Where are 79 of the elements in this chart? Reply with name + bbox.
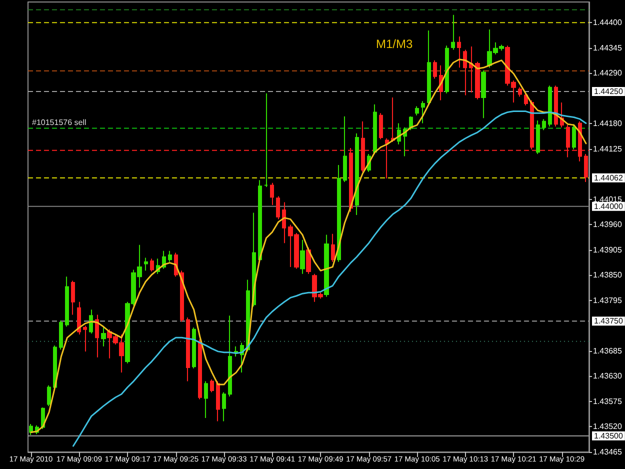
candlestick	[542, 118, 546, 131]
candlestick	[180, 270, 184, 322]
candlestick	[210, 378, 214, 393]
y-tick-label: 1.43465	[593, 448, 622, 456]
ref-line-label: #10151576 sell	[32, 118, 86, 127]
candlestick	[282, 202, 286, 244]
ref-line-label: 1.43500	[594, 431, 624, 440]
candlestick	[300, 239, 305, 274]
y-tick-label: 1.43575	[593, 396, 622, 406]
ref-line-label: 1.44000	[594, 202, 624, 211]
ref-line-label: 1.44062	[594, 173, 624, 182]
y-tick-label: 1.44180	[593, 119, 622, 128]
candlestick	[276, 196, 280, 220]
candlestick	[415, 106, 419, 116]
ref-line-label: 1.44250	[594, 87, 624, 96]
candlestick	[433, 60, 437, 80]
candlestick	[421, 100, 425, 124]
candlestick	[331, 233, 335, 262]
y-tick-label: 1.43960	[593, 220, 622, 230]
candlestick	[222, 392, 226, 422]
candlestick	[391, 97, 395, 143]
candlestick	[337, 164, 341, 262]
y-tick-label: 1.43685	[593, 346, 622, 356]
candlestick	[101, 326, 106, 347]
candlestick	[83, 325, 87, 352]
candlestick	[47, 384, 51, 407]
candlestick	[71, 280, 75, 316]
candlestick	[379, 112, 383, 140]
y-tick-label: 1.43850	[593, 270, 622, 280]
candlestick	[524, 92, 528, 106]
candlestick	[89, 309, 93, 334]
y-tick-label: 1.44125	[593, 144, 622, 154]
candlestick	[536, 120, 540, 154]
candlestick	[554, 85, 558, 127]
candlestick	[548, 85, 552, 127]
candlestick	[518, 86, 522, 98]
y-tick-label: 1.43630	[593, 372, 622, 381]
candlestick	[198, 339, 202, 400]
ref-line-label: 1.43750	[594, 316, 624, 326]
candlestick	[168, 250, 172, 262]
candlestick	[451, 14, 455, 50]
y-tick-label: 1.44400	[593, 18, 622, 28]
y-tick-label: 1.44290	[593, 68, 622, 78]
candlestick	[457, 36, 461, 68]
candlestick	[572, 124, 576, 150]
candlestick	[65, 276, 69, 328]
candlestick	[355, 132, 359, 216]
y-tick-label: 1.44345	[593, 43, 622, 52]
candlestick	[29, 423, 33, 436]
candlestick	[270, 182, 274, 206]
candlestick	[264, 92, 268, 188]
candlestick	[445, 45, 449, 94]
candlestick	[216, 380, 220, 422]
candlestick	[192, 327, 196, 369]
annotation: M1/M3	[376, 37, 413, 51]
candlestick	[77, 301, 81, 335]
candlestick	[234, 346, 238, 357]
candlestick	[584, 153, 588, 182]
candlestick	[95, 314, 99, 358]
line-series	[30, 58, 587, 434]
y-tick-label: 1.43905	[593, 245, 622, 254]
candlestick	[324, 234, 329, 298]
candlestick	[59, 320, 63, 350]
candlestick	[186, 316, 190, 382]
line-series	[72, 110, 587, 447]
candlestick	[144, 257, 148, 272]
candlestick	[481, 70, 486, 119]
candlestick	[475, 61, 480, 100]
candlestick	[343, 116, 347, 182]
candlestick	[469, 46, 473, 93]
candlestick	[427, 30, 431, 105]
y-tick-label: 1.43795	[593, 296, 622, 305]
y-tick-label: 1.43520	[593, 422, 622, 432]
candlestick	[463, 49, 467, 96]
candlestick	[530, 100, 534, 150]
candlestick	[150, 258, 154, 272]
candlestick	[228, 315, 232, 397]
candlestick	[204, 380, 208, 419]
y-tick-label: 1.44015	[593, 194, 622, 204]
